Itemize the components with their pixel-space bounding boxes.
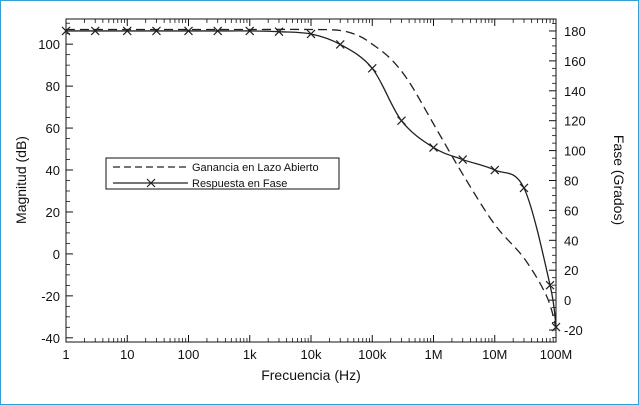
fase-marker <box>551 322 561 332</box>
y-right-tick-label: 140 <box>564 84 586 99</box>
y-axis-left: 100 80 60 40 20 0 -20 -40 <box>38 37 73 346</box>
x-tick-label: 1 <box>62 347 69 362</box>
fase-marker <box>429 143 438 153</box>
y-right-tick-label: 160 <box>564 54 586 69</box>
fase-marker <box>490 165 500 175</box>
fase-marker <box>274 27 284 37</box>
series-layer <box>61 26 561 332</box>
y-right-tick-label: 80 <box>564 174 578 189</box>
fase-marker <box>184 26 193 36</box>
legend-label-ganancia: Ganancia en Lazo Abierto <box>192 162 319 174</box>
y-left-tick-label: 0 <box>53 247 60 262</box>
y-left-tick-label: 40 <box>46 163 60 178</box>
fase-marker <box>458 155 468 164</box>
legend-box <box>105 157 340 190</box>
y-axis-right: 180 160 140 120 100 80 60 40 20 0 -20 <box>549 24 586 338</box>
fase-marker <box>152 26 161 36</box>
x-tick-label: 100M <box>540 347 573 362</box>
y-left-tick-label: 60 <box>46 121 60 136</box>
x-tick-label: 10 <box>120 347 134 362</box>
minor-ticks <box>66 19 556 342</box>
x-tick-label: 10M <box>482 347 507 362</box>
legend-marker-fase <box>146 178 156 188</box>
x-tick-label: 100k <box>358 347 387 362</box>
y-left-tick-label: -40 <box>41 331 60 346</box>
fase-marker <box>545 280 555 290</box>
fase-marker <box>245 26 255 36</box>
fase-marker <box>335 39 345 49</box>
y-left-tick-label: -20 <box>41 289 60 304</box>
fase-marker <box>122 26 132 36</box>
y-right-tick-label: 120 <box>564 114 586 129</box>
y-left-tick-label: 100 <box>38 37 60 52</box>
y-left-tick-label: 20 <box>46 205 60 220</box>
fase-marker <box>61 26 71 36</box>
fase-marker <box>306 29 316 39</box>
x-tick-label: 1M <box>424 347 442 362</box>
legend: Ganancia en Lazo Abierto Respuesta en Fa… <box>105 157 340 190</box>
series-line-ganancia <box>66 28 557 328</box>
x-tick-label: 1k <box>243 347 257 362</box>
legend-label-fase: Respuesta en Fase <box>192 178 287 190</box>
y-left-tick-label: 80 <box>46 79 60 94</box>
fase-marker <box>519 183 529 193</box>
x-axis: 1 10 100 1k 10k 100k 1M 10M 100M <box>62 19 572 362</box>
x-tick-label: 100 <box>178 347 200 362</box>
y-right-tick-label: 0 <box>564 293 571 308</box>
fase-marker <box>90 26 100 36</box>
y-right-tick-label: 180 <box>564 24 586 39</box>
x-tick-label: 10k <box>301 347 322 362</box>
y-right-tick-label: 60 <box>564 203 578 218</box>
fase-marker <box>367 63 377 73</box>
y-right-tick-label: 100 <box>564 144 586 159</box>
y-axis-right-label: Fase (Grados) <box>611 135 627 225</box>
y-right-tick-label: -20 <box>564 323 583 338</box>
fase-marker <box>213 26 223 36</box>
y-right-tick-label: 40 <box>564 233 578 248</box>
fase-marker <box>397 116 406 126</box>
y-right-tick-label: 20 <box>564 263 578 278</box>
y-axis-left-label: Magnitud (dB) <box>13 136 29 224</box>
x-axis-label: Frecuencia (Hz) <box>261 367 361 383</box>
